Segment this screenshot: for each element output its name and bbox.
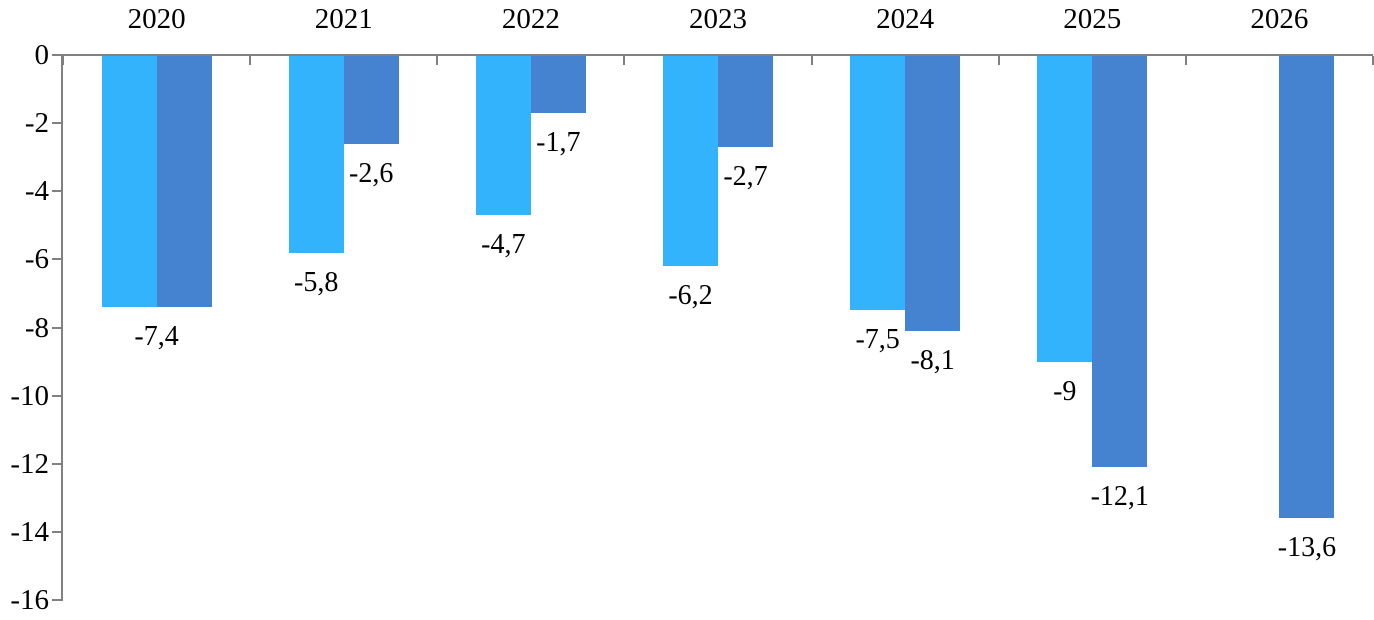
y-axis-tick bbox=[52, 462, 61, 465]
bar bbox=[663, 56, 718, 267]
x-axis-line bbox=[63, 54, 1373, 56]
bar-value-label: -8,1 bbox=[910, 344, 955, 376]
y-axis-tick bbox=[52, 394, 61, 397]
bar-value-label: -9 bbox=[1053, 375, 1077, 407]
bar bbox=[1279, 56, 1335, 519]
bar bbox=[288, 56, 344, 253]
bar-value-label: -5,8 bbox=[294, 266, 339, 298]
bar-value-label: -6,2 bbox=[668, 280, 713, 312]
y-axis-tick-label: -4 bbox=[24, 175, 49, 208]
y-axis-tick-label: -8 bbox=[24, 311, 49, 344]
bar bbox=[530, 56, 586, 113]
y-axis-tick bbox=[52, 530, 61, 533]
bar-value-label: -13,6 bbox=[1277, 532, 1337, 564]
bar bbox=[905, 56, 961, 331]
bar-value-label: -7,4 bbox=[134, 321, 179, 353]
y-axis-tick bbox=[52, 122, 61, 125]
bar-value-label: -12,1 bbox=[1090, 481, 1149, 513]
bar bbox=[1037, 56, 1093, 362]
y-axis-tick-label: -12 bbox=[10, 447, 49, 480]
x-axis-tick bbox=[997, 56, 1000, 65]
bar-value-label: -1,7 bbox=[536, 126, 581, 158]
x-axis-label: 2024 bbox=[876, 3, 935, 35]
x-axis-label: 2020 bbox=[127, 3, 186, 35]
bar bbox=[156, 56, 212, 308]
y-axis-tick bbox=[52, 326, 61, 329]
y-axis-tick-label: -14 bbox=[10, 515, 49, 548]
y-axis-tick-label: -6 bbox=[24, 243, 49, 276]
bar-value-label: -7,5 bbox=[855, 324, 900, 356]
bar-value-label: -2,7 bbox=[723, 160, 768, 192]
y-axis-tick bbox=[52, 599, 61, 601]
x-axis-tick bbox=[62, 56, 64, 65]
y-axis-tick-label: 0 bbox=[34, 39, 50, 71]
bar bbox=[475, 56, 531, 216]
bar bbox=[1092, 56, 1148, 468]
x-axis-tick bbox=[249, 56, 252, 65]
x-axis-label: 2025 bbox=[1063, 3, 1122, 35]
bar bbox=[718, 56, 773, 147]
y-axis-tick-label: -10 bbox=[10, 379, 49, 412]
x-axis-tick bbox=[1372, 56, 1374, 65]
x-axis-label: 2021 bbox=[314, 3, 373, 35]
bar bbox=[343, 56, 399, 144]
y-axis-tick bbox=[52, 258, 61, 261]
y-axis-line bbox=[61, 54, 63, 601]
x-axis-label: 2022 bbox=[501, 3, 560, 35]
x-axis-tick bbox=[623, 56, 626, 65]
x-axis-tick bbox=[1184, 56, 1187, 65]
y-axis-tick bbox=[52, 190, 61, 193]
y-axis-tick-label: -2 bbox=[24, 107, 49, 140]
x-axis-label: 2023 bbox=[689, 3, 747, 35]
x-axis-label: 2026 bbox=[1250, 3, 1309, 35]
x-axis-tick bbox=[436, 56, 439, 65]
bar bbox=[850, 56, 906, 311]
bar-value-label: -2,6 bbox=[349, 157, 394, 189]
y-axis-tick bbox=[52, 54, 61, 56]
x-axis-tick bbox=[810, 56, 813, 65]
y-axis-tick-label: -16 bbox=[10, 584, 49, 616]
bar-value-label: -4,7 bbox=[481, 229, 526, 261]
bar bbox=[101, 56, 157, 308]
